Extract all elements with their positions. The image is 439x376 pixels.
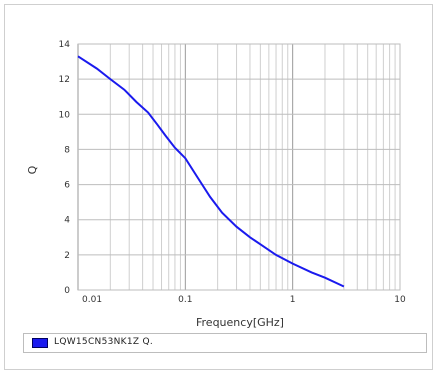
x-tick-label: 0.01 — [82, 295, 102, 305]
legend: LQW15CN53NK1Z Q. — [23, 333, 427, 353]
y-tick-labels: 0 2 4 6 8 10 12 14 — [59, 40, 71, 296]
y-axis-label: Q — [26, 165, 39, 174]
y-tick-label: 0 — [64, 286, 70, 296]
y-tick-label: 4 — [64, 216, 70, 226]
x-tick-label: 1 — [290, 295, 296, 305]
x-tick-label: 10 — [394, 295, 406, 305]
plot-area — [77, 43, 401, 291]
y-tick-label: 14 — [59, 40, 71, 50]
y-tick-label: 12 — [59, 75, 70, 85]
x-axis-label: Frequency[GHz] — [196, 316, 284, 329]
x-tick-labels: 0.01 0.1 1 10 — [82, 295, 406, 305]
grid-lines — [77, 43, 400, 291]
y-tick-label: 2 — [64, 251, 70, 261]
series-line-q — [77, 55, 345, 288]
y-tick-label: 6 — [64, 181, 70, 191]
y-tick-label: 10 — [59, 110, 71, 120]
x-tick-label: 0.1 — [178, 295, 192, 305]
y-tick-label: 8 — [64, 145, 70, 155]
legend-label: LQW15CN53NK1Z Q. — [54, 337, 154, 347]
legend-swatch — [32, 338, 48, 348]
